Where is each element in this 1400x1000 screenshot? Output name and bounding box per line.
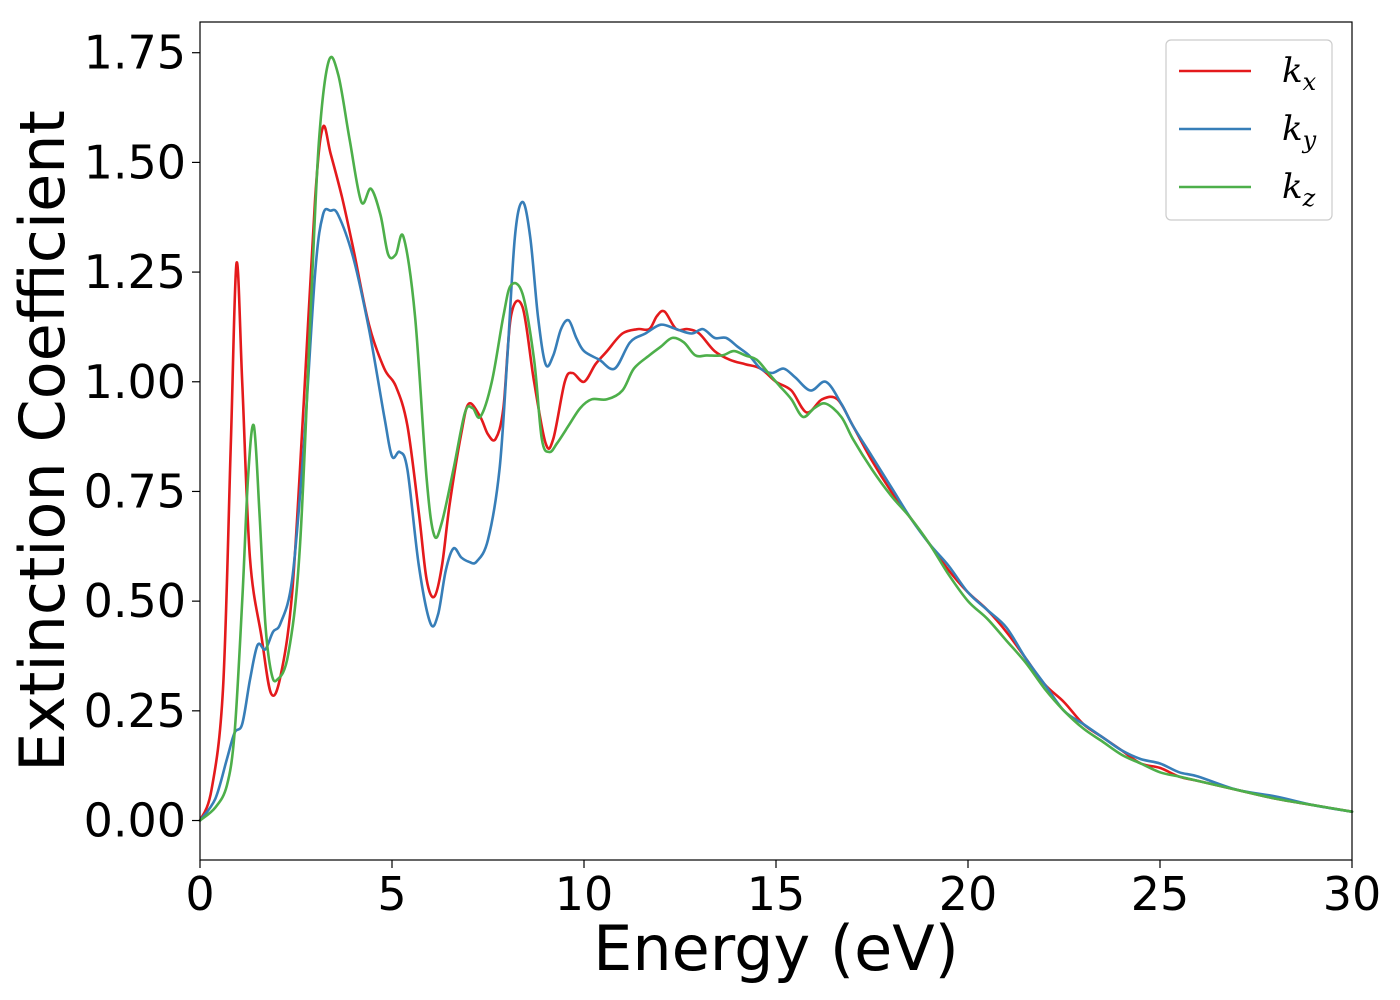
y-tick-label: 0.50 xyxy=(84,574,186,628)
y-tick-label: 0.25 xyxy=(84,684,186,738)
y-tick-label: 1.50 xyxy=(84,135,186,189)
y-tick-label: 0.75 xyxy=(84,464,186,518)
x-tick-label: 0 xyxy=(185,867,214,921)
x-tick-label: 30 xyxy=(1323,867,1382,921)
series-line-ky xyxy=(198,200,1354,822)
y-tick-label: 1.25 xyxy=(84,245,186,299)
x-tick-label: 25 xyxy=(1131,867,1190,921)
y-tick-label: 1.00 xyxy=(84,355,186,409)
plot-lines xyxy=(198,55,1354,822)
x-axis: 0 5 10 15 20 25 30 xyxy=(185,860,1381,921)
y-tick-label: 1.75 xyxy=(84,26,186,80)
x-tick-label: 5 xyxy=(377,867,406,921)
x-tick-label: 20 xyxy=(939,867,998,921)
y-axis: 0.00 0.25 0.50 0.75 1.00 1.25 1.50 1.75 xyxy=(84,26,200,848)
x-tick-label: 15 xyxy=(747,867,806,921)
y-axis-title: Extinction Coefficient xyxy=(6,110,79,772)
x-axis-title: Energy (eV) xyxy=(593,912,959,985)
series-line-kx xyxy=(198,124,1354,822)
x-tick-label: 10 xyxy=(555,867,614,921)
series-line-kz xyxy=(198,55,1354,822)
y-tick-label: 0.00 xyxy=(84,794,186,848)
